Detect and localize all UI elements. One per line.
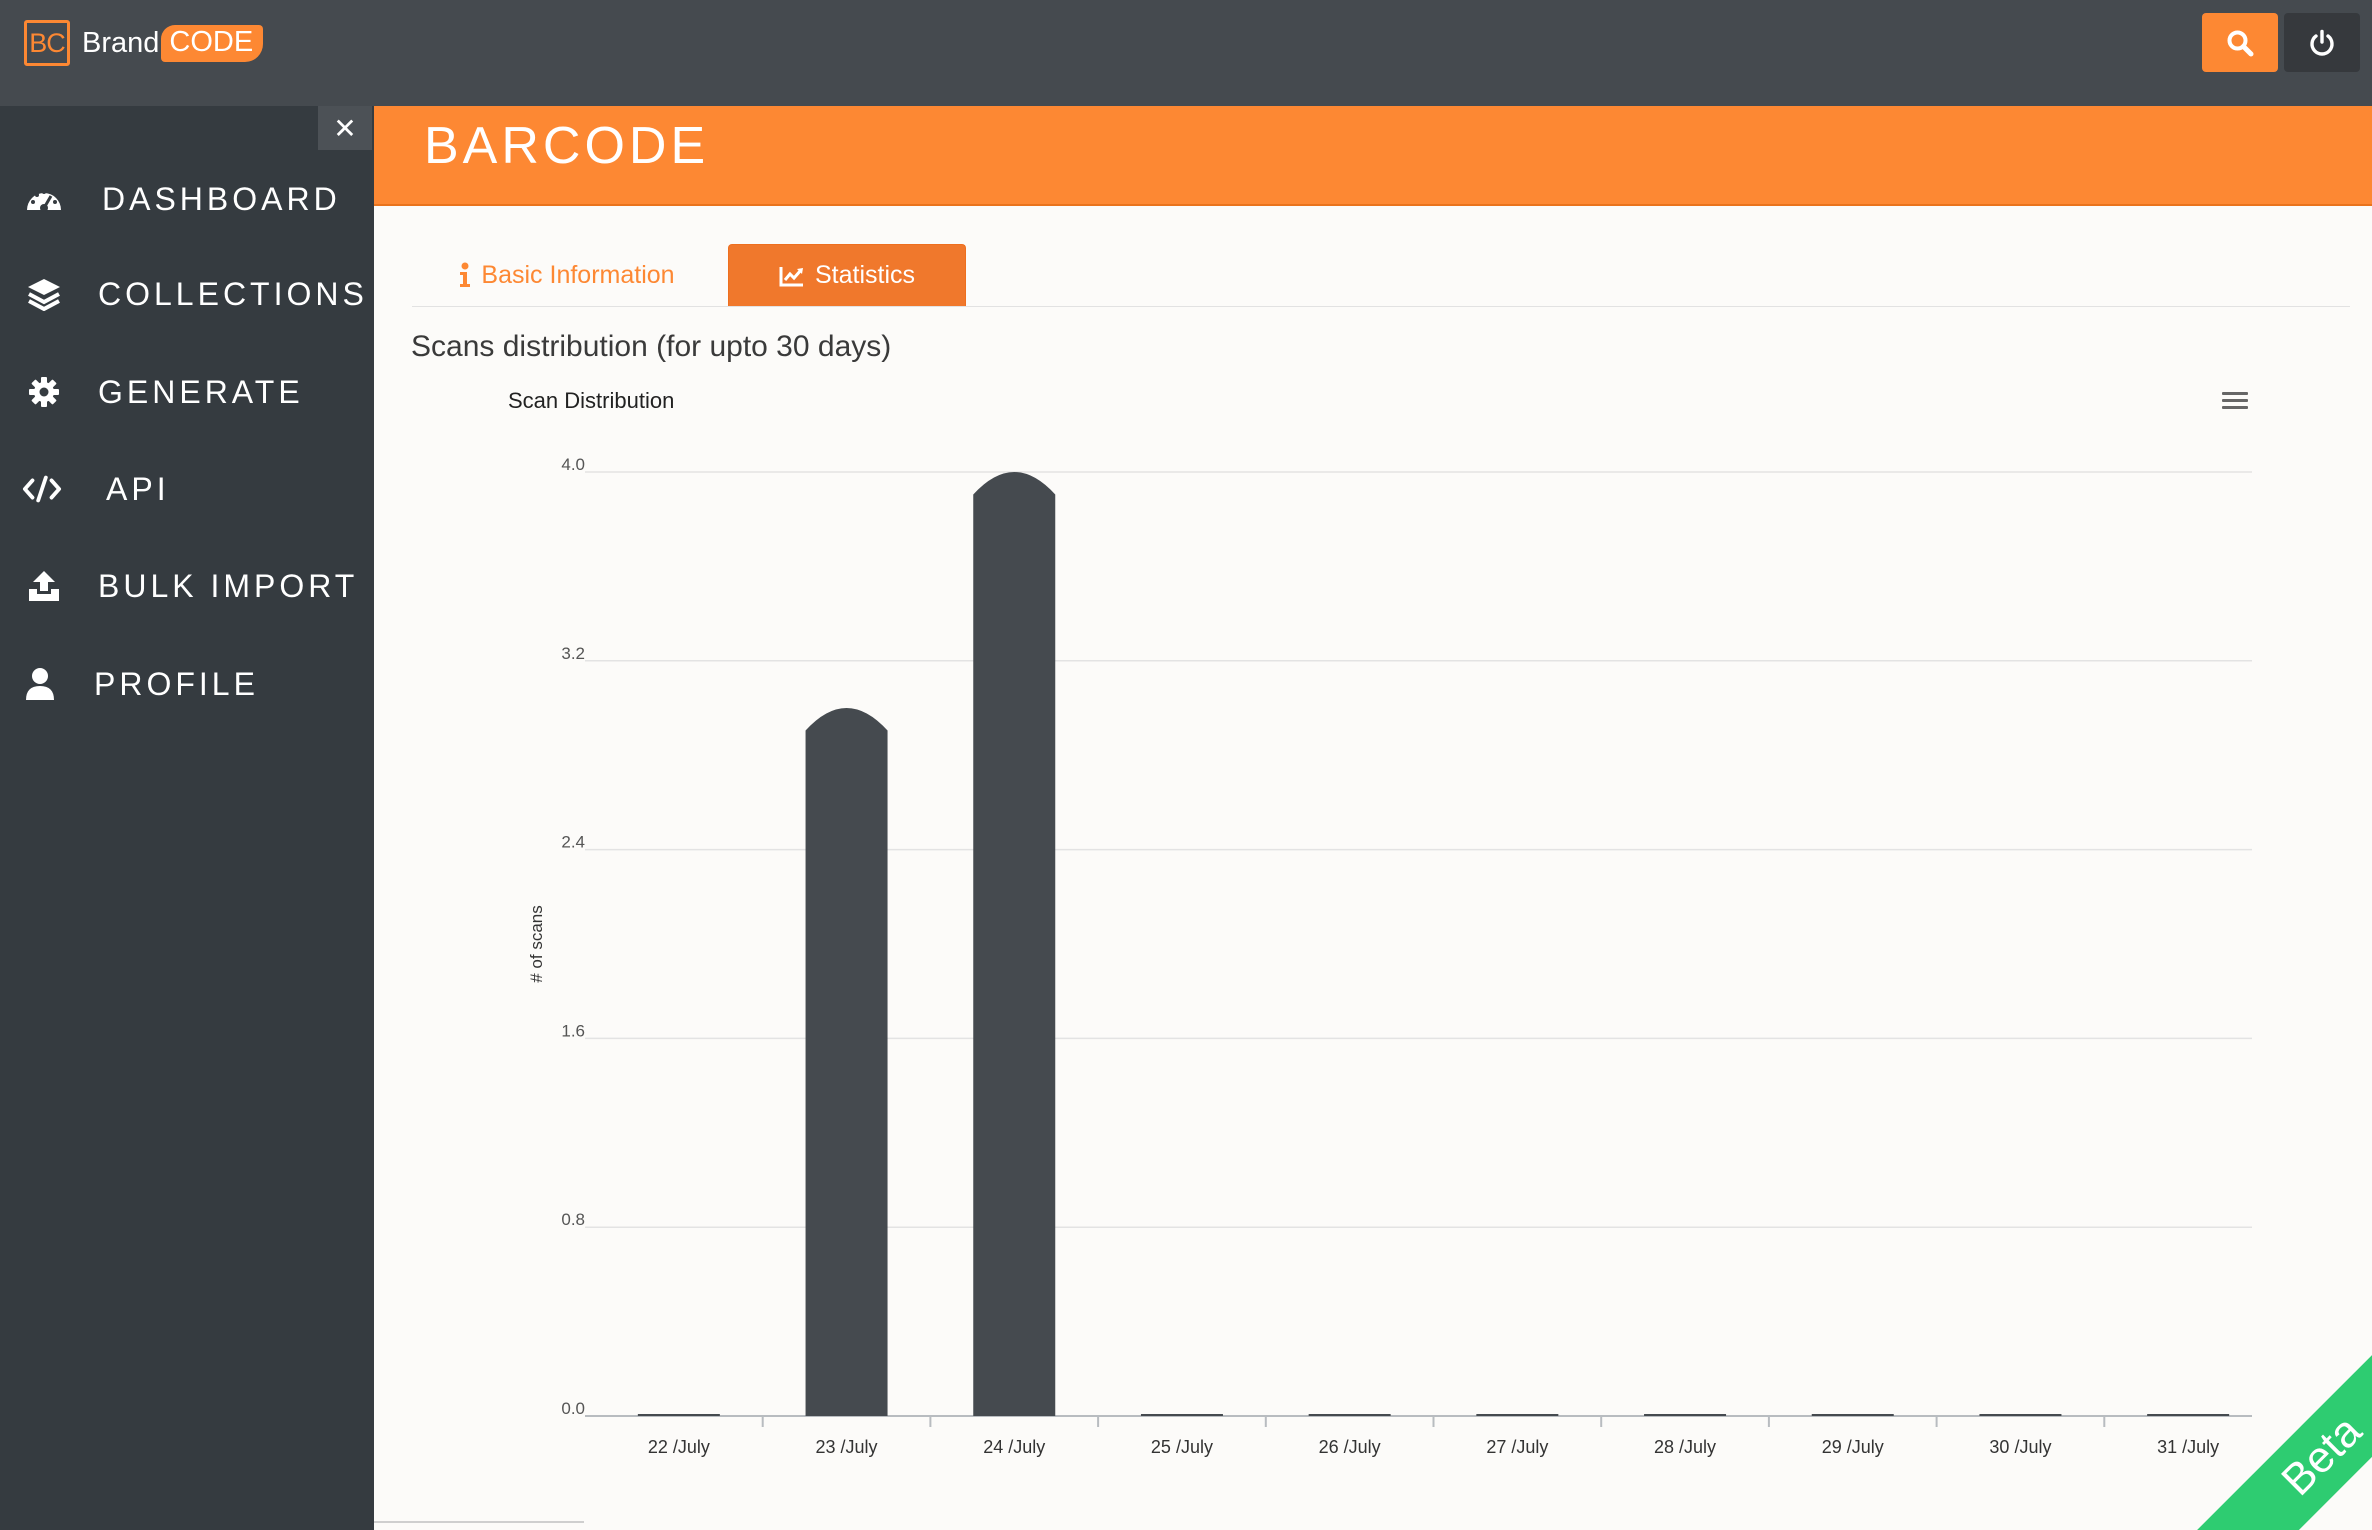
- y-tick-label: 2.4: [561, 833, 585, 852]
- beta-ribbon: Beta: [2192, 1350, 2372, 1530]
- tab-label: Statistics: [814, 261, 916, 289]
- logo-code-word: CODE: [161, 24, 264, 62]
- sidebar-item-dashboard[interactable]: DASHBOARD: [0, 169, 374, 229]
- scan-distribution-chart: 0.0 0.8 1.6 2.4 3.2 4.0 # of scans 22 /July 23 /…: [412, 370, 2252, 1530]
- gear-icon: [24, 372, 64, 412]
- chart-menu-button[interactable]: [2222, 392, 2248, 412]
- sidebar-item-profile[interactable]: PROFILE: [0, 654, 374, 714]
- chart-canvas: 0.0 0.8 1.6 2.4 3.2 4.0 # of scans 22 /July 23 /…: [527, 455, 2252, 1457]
- brand-logo[interactable]: BC Brand CODE: [24, 16, 264, 70]
- y-tick-label: 0.0: [561, 1399, 585, 1418]
- bottom-divider: [374, 1521, 584, 1523]
- x-tick-label: 24 /July: [983, 1437, 1045, 1457]
- user-icon: [20, 664, 60, 704]
- y-tick-label: 4.0: [561, 455, 585, 474]
- info-icon: [460, 262, 471, 287]
- x-tick-label: 23 /July: [816, 1437, 878, 1457]
- x-tick-label: 22 /July: [648, 1437, 710, 1457]
- tab-bar: Basic Information Statistics: [412, 244, 2350, 307]
- sidebar-item-label: DASHBOARD: [102, 180, 341, 217]
- bar: [805, 708, 888, 1416]
- tab-label: Basic Information: [481, 260, 675, 289]
- sidebar-item-label: API: [106, 470, 170, 507]
- chart-title: Scan Distribution: [508, 388, 675, 413]
- x-tick-label: 25 /July: [1151, 1437, 1213, 1457]
- tab-statistics[interactable]: Statistics: [728, 244, 966, 306]
- dashboard-gauge-icon: [24, 179, 64, 219]
- y-tick-label: 1.6: [561, 1021, 585, 1040]
- x-tick-label: 28 /July: [1654, 1437, 1716, 1457]
- top-bar: BC Brand CODE: [0, 0, 2372, 106]
- x-tick-label: 27 /July: [1486, 1437, 1548, 1457]
- logout-button[interactable]: [2284, 13, 2360, 72]
- page-title: BARCODE: [424, 117, 710, 175]
- upload-icon: [24, 566, 64, 606]
- sidebar-item-generate[interactable]: GENERATE: [0, 362, 374, 422]
- x-tick-label: 29 /July: [1822, 1437, 1884, 1457]
- section-heading: Scans distribution (for upto 30 days): [411, 330, 892, 363]
- sidebar-item-api[interactable]: API: [0, 459, 374, 519]
- code-icon: [22, 469, 62, 509]
- sidebar-item-label: GENERATE: [98, 373, 304, 410]
- y-tick-label: 0.8: [561, 1210, 585, 1229]
- search-icon: [2227, 30, 2254, 56]
- logo-initials: BC: [24, 20, 70, 66]
- sidebar-close-button[interactable]: ✕: [318, 106, 372, 150]
- beta-label: Beta: [2192, 1350, 2372, 1530]
- sidebar-item-bulk-import[interactable]: BULK IMPORT: [0, 556, 374, 616]
- power-icon: [2310, 29, 2334, 56]
- sidebar-item-label: PROFILE: [94, 665, 259, 702]
- logo-brand-word: Brand: [82, 26, 160, 59]
- sidebar-item-label: COLLECTIONS: [98, 275, 368, 312]
- x-tick-label: 31 /July: [2157, 1437, 2219, 1457]
- x-tick-label: 26 /July: [1319, 1437, 1381, 1457]
- sidebar-item-collections[interactable]: COLLECTIONS: [0, 264, 374, 324]
- sidebar-item-label: BULK IMPORT: [98, 567, 359, 604]
- page-header: BARCODE: [374, 106, 2372, 206]
- bar: [973, 472, 1056, 1416]
- sidebar: ✕ DASHBOARD COLLECTIONS: [0, 106, 374, 1530]
- layers-icon: [24, 274, 64, 314]
- search-button[interactable]: [2202, 13, 2278, 72]
- x-tick-label: 30 /July: [1989, 1437, 2051, 1457]
- y-tick-label: 3.2: [561, 644, 585, 663]
- tab-basic-information[interactable]: Basic Information: [412, 244, 722, 306]
- y-axis-label: # of scans: [527, 905, 546, 983]
- line-chart-icon: [779, 266, 803, 286]
